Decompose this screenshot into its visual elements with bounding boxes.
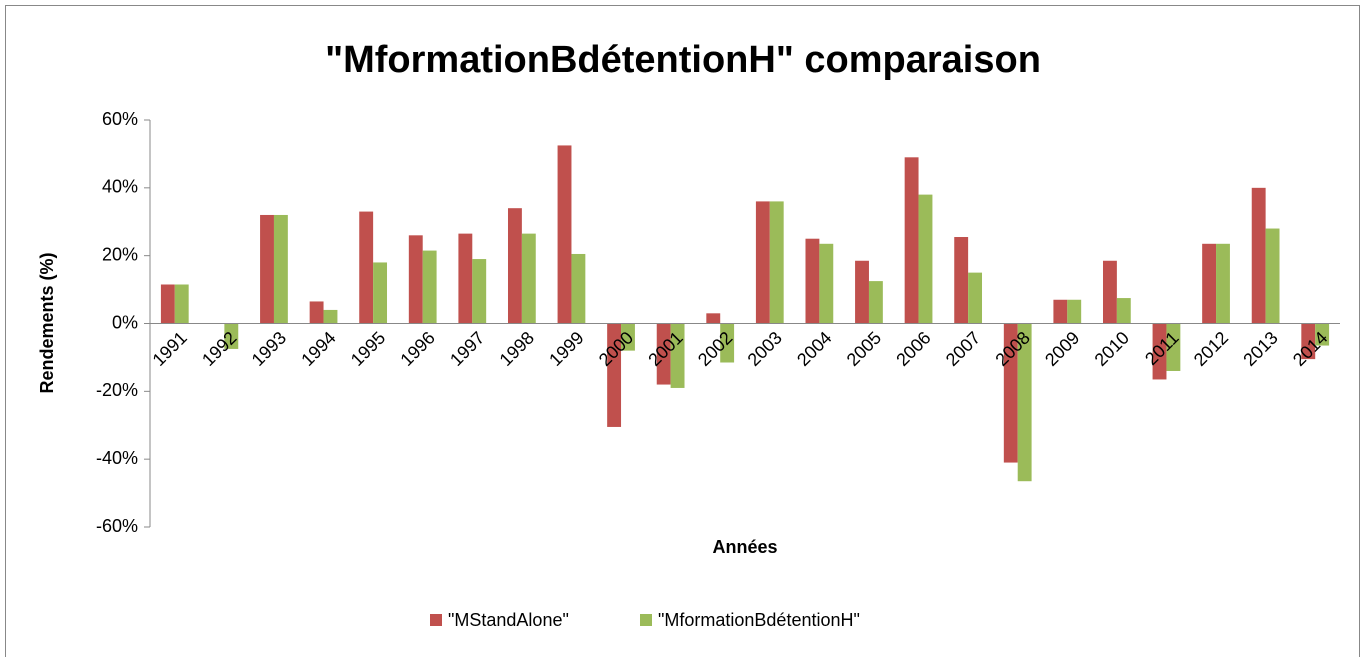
y-tick-label: -60% <box>96 516 138 536</box>
bar <box>607 323 622 427</box>
y-tick-label: -20% <box>96 380 138 400</box>
bar <box>507 208 522 324</box>
legend-swatch <box>640 614 652 626</box>
bar <box>1202 243 1217 324</box>
bar <box>1216 243 1230 324</box>
y-axis-title: Rendements (%) <box>37 252 57 393</box>
bar <box>521 233 536 324</box>
bar <box>1315 323 1330 346</box>
bar <box>1116 298 1131 324</box>
y-tick-label: 0% <box>112 312 138 332</box>
y-tick-label: 60% <box>102 109 138 129</box>
bar <box>1166 323 1181 371</box>
bar <box>408 235 423 324</box>
legend-label: "MStandAlone" <box>448 610 569 630</box>
bar <box>1067 299 1082 324</box>
bar <box>224 323 239 349</box>
bar <box>769 201 784 324</box>
bar <box>670 323 685 388</box>
bar <box>174 284 189 324</box>
chart-title: "MformationBdétentionH" comparaison <box>325 39 1041 81</box>
bar <box>1102 260 1117 324</box>
y-tick-label: 40% <box>102 177 138 197</box>
legend-label: "MformationBdétentionH" <box>658 610 860 630</box>
bar <box>1265 228 1280 324</box>
bar <box>918 194 933 324</box>
bar <box>904 157 919 324</box>
bar <box>472 259 487 324</box>
bar <box>1017 323 1032 482</box>
bar <box>720 323 735 363</box>
bar <box>656 323 671 385</box>
bar <box>819 243 834 324</box>
y-tick-label: -40% <box>96 448 138 468</box>
bar <box>373 262 388 324</box>
bar <box>855 260 869 324</box>
bar <box>621 323 635 351</box>
x-axis-title: Années <box>712 537 777 557</box>
bar <box>260 214 274 324</box>
y-tick-label: 20% <box>102 244 138 264</box>
bar <box>359 211 374 324</box>
bar <box>868 281 883 324</box>
bar <box>1053 299 1068 324</box>
bar <box>805 238 820 324</box>
bar <box>458 233 473 324</box>
bar <box>968 272 983 324</box>
bar <box>309 301 324 324</box>
bar <box>755 201 770 324</box>
bar <box>1003 323 1018 463</box>
bar <box>954 237 969 324</box>
bar <box>273 214 288 324</box>
bar <box>1152 323 1167 380</box>
bar <box>160 284 175 324</box>
bar <box>571 253 586 324</box>
bar <box>706 313 721 324</box>
bar <box>323 309 338 324</box>
bar <box>557 145 572 324</box>
bar <box>422 250 437 324</box>
legend-swatch <box>430 614 442 626</box>
bar <box>1301 323 1316 360</box>
bar <box>1251 187 1266 324</box>
